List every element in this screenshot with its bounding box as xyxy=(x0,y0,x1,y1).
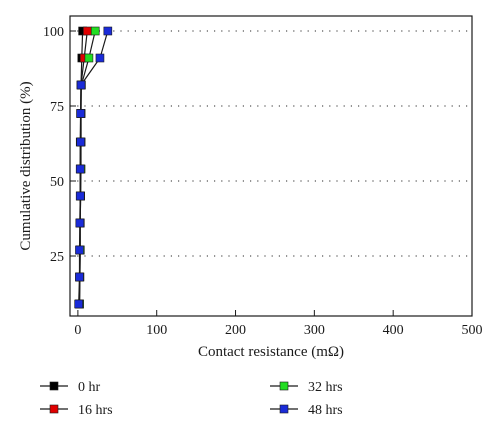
x-axis-label: Contact resistance (mΩ) xyxy=(198,344,344,360)
data-point-series-3 xyxy=(76,109,85,118)
axis-ticks: 25 50 75 100 0 100 200 300 400 500 xyxy=(43,25,483,338)
x-tick-label: 0 xyxy=(74,323,81,338)
plot-frame xyxy=(69,15,473,317)
grid-lines xyxy=(70,30,472,257)
data-point-series-3 xyxy=(75,245,84,255)
x-tick-label: 300 xyxy=(304,323,325,338)
legend-label: 16 hrs xyxy=(78,403,113,418)
legend-marker xyxy=(279,404,289,414)
data-point-series-3 xyxy=(75,272,84,282)
data-point-series-3 xyxy=(95,53,105,63)
x-tick-label: 200 xyxy=(225,323,246,338)
data-point-series-1 xyxy=(83,26,92,36)
data-point-series-3 xyxy=(74,299,83,309)
legend-marker xyxy=(49,381,59,391)
legend-marker xyxy=(279,381,289,391)
legend-marker xyxy=(49,404,59,414)
data-point-series-3 xyxy=(75,218,85,228)
data-point-series-2 xyxy=(90,26,100,36)
series-layer xyxy=(74,26,113,309)
y-tick-label: 100 xyxy=(43,25,64,40)
data-point-series-3 xyxy=(76,80,86,90)
x-tick-label: 100 xyxy=(146,323,167,338)
y-axis-label: Cumulative distribution (%) xyxy=(18,81,34,250)
legend: 0 hr 16 hrs 32 hrs 48 hrs xyxy=(40,380,343,418)
x-tick-label: 400 xyxy=(383,323,404,338)
y-tick-label: 50 xyxy=(50,175,64,190)
y-tick-label: 75 xyxy=(50,100,64,115)
data-point-series-2 xyxy=(84,53,94,63)
x-tick-label: 500 xyxy=(462,323,483,338)
data-point-series-3 xyxy=(76,137,85,147)
data-point-series-3 xyxy=(75,191,85,201)
legend-label: 48 hrs xyxy=(308,403,343,418)
data-point-series-3 xyxy=(75,164,85,174)
y-tick-label: 25 xyxy=(50,250,64,265)
data-point-series-3 xyxy=(103,26,113,36)
legend-label: 32 hrs xyxy=(308,380,343,395)
legend-label: 0 hr xyxy=(78,380,101,395)
